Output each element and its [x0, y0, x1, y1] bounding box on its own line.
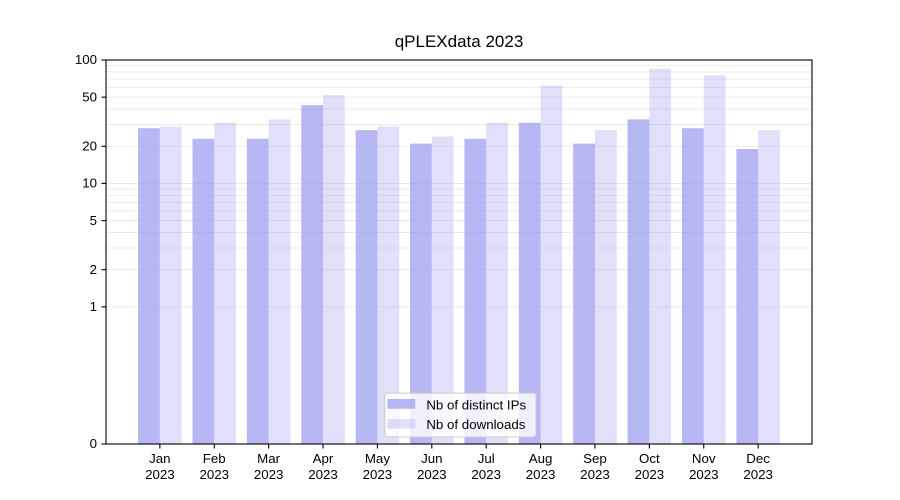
svg-text:Oct: Oct	[639, 451, 660, 466]
svg-text:Apr: Apr	[313, 451, 334, 466]
svg-text:2023: 2023	[743, 467, 773, 482]
svg-text:qPLEXdata 2023: qPLEXdata 2023	[395, 32, 524, 51]
svg-text:2023: 2023	[635, 467, 665, 482]
svg-text:20: 20	[82, 138, 97, 153]
svg-text:2023: 2023	[363, 467, 393, 482]
svg-text:2023: 2023	[254, 467, 284, 482]
svg-text:2023: 2023	[199, 467, 229, 482]
svg-text:2023: 2023	[471, 467, 501, 482]
svg-text:2023: 2023	[145, 467, 175, 482]
svg-text:2023: 2023	[689, 467, 719, 482]
svg-text:Nb of distinct IPs: Nb of distinct IPs	[426, 397, 526, 412]
svg-text:Nov: Nov	[692, 451, 716, 466]
svg-text:5: 5	[90, 213, 97, 228]
svg-text:2023: 2023	[580, 467, 610, 482]
svg-text:50: 50	[82, 89, 97, 104]
svg-text:Sep: Sep	[583, 451, 607, 466]
svg-text:Aug: Aug	[529, 451, 553, 466]
svg-text:Mar: Mar	[257, 451, 280, 466]
svg-text:Jul: Jul	[478, 451, 495, 466]
svg-text:Jun: Jun	[421, 451, 442, 466]
svg-text:Nb of downloads: Nb of downloads	[426, 417, 525, 432]
svg-text:100: 100	[75, 52, 97, 67]
svg-text:Feb: Feb	[203, 451, 226, 466]
svg-text:1: 1	[90, 299, 97, 314]
svg-text:2023: 2023	[417, 467, 447, 482]
svg-text:2: 2	[90, 262, 97, 277]
svg-text:0: 0	[90, 436, 97, 451]
svg-text:Jan: Jan	[149, 451, 170, 466]
svg-text:10: 10	[82, 176, 97, 191]
svg-text:2023: 2023	[526, 467, 556, 482]
svg-text:Dec: Dec	[746, 451, 770, 466]
svg-text:May: May	[365, 451, 390, 466]
svg-text:2023: 2023	[308, 467, 338, 482]
